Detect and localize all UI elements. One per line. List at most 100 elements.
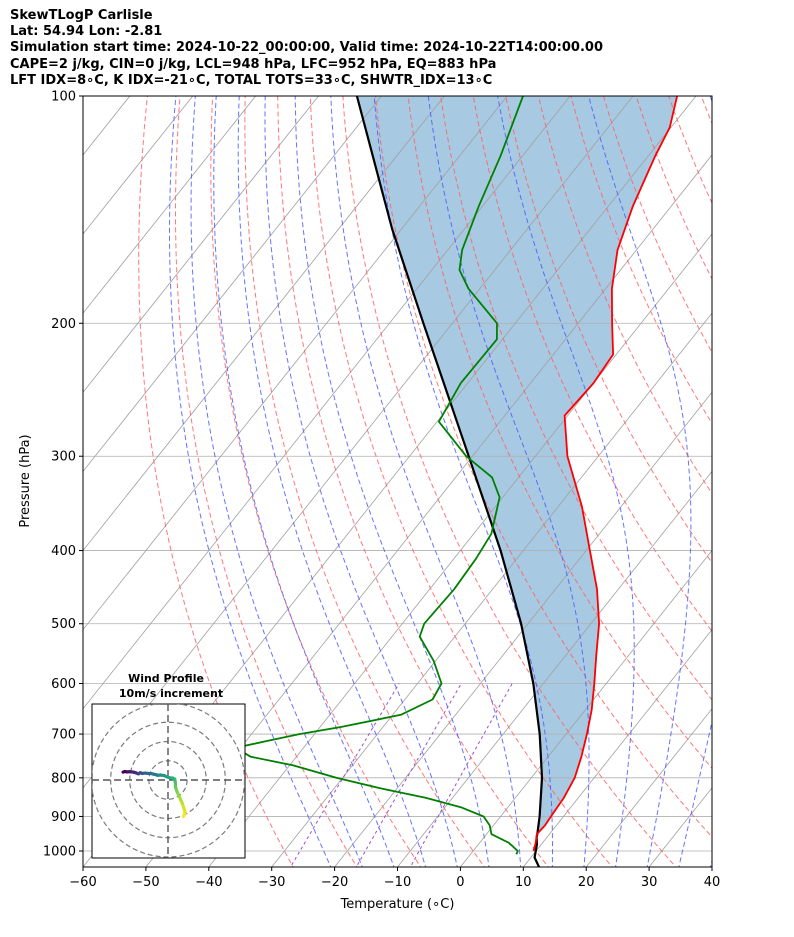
- hodograph-ring: [92, 704, 245, 858]
- isotherm-line: [208, 233, 712, 867]
- mixing-ratio-lines: [290, 683, 513, 867]
- wind-barb-flag: [744, 465, 754, 472]
- wind-barb: [711, 477, 753, 507]
- isotherm-line: [772, 79, 794, 870]
- wind-barb-staff: [711, 863, 712, 864]
- wind-barb-staff: [711, 168, 712, 170]
- wind-barb-staff: [711, 824, 712, 826]
- isotherm-line: [459, 549, 712, 867]
- wind-barb-flag: [753, 680, 758, 691]
- wind-barb-flag: [749, 679, 754, 690]
- x-tick-label: −30: [258, 875, 285, 890]
- wind-barb: [711, 706, 758, 717]
- dry-adiabat-line: [472, 96, 712, 633]
- moist-adiabat-line: [330, 96, 522, 867]
- wind-barb-staff: [711, 797, 712, 798]
- inset-content: [92, 704, 245, 858]
- inset-title-1: Wind Profile: [128, 672, 204, 685]
- wind-barb-flag: [742, 803, 745, 815]
- moist-adiabat-line: [294, 96, 490, 867]
- wind-barb-staff: [711, 623, 712, 625]
- dry-adiabat-line: [138, 96, 294, 867]
- x-tick-label: 0: [456, 875, 464, 890]
- wind-barb-flag: [738, 521, 748, 528]
- dry-adiabat-line: [342, 96, 677, 867]
- wind-barb-staff: [711, 833, 712, 835]
- wind-barb-staff: [711, 683, 712, 685]
- dewpoint-profile-line: [234, 96, 524, 855]
- y-axis: 100 200 300 400 500 600 700 800 900 1000: [43, 90, 83, 860]
- wind-barb-staff: [711, 815, 712, 817]
- wind-barb: [712, 745, 757, 757]
- moist-adiabat-line: [264, 96, 458, 867]
- wind-barb: [711, 205, 712, 207]
- moist-adiabat-line: [678, 96, 712, 867]
- wind-barb-flag: [750, 259, 753, 271]
- isotherm-line: [83, 96, 571, 710]
- wind-barb-staff: [711, 550, 712, 552]
- wind-barb-flag: [735, 461, 740, 465]
- wind-barb-flag: [741, 422, 745, 426]
- x-tick-label: −50: [132, 875, 159, 890]
- x-tick-label: 10: [515, 875, 532, 890]
- dry-adiabat-line: [759, 79, 794, 870]
- y-tick-label: 500: [51, 617, 76, 632]
- wind-barb-flag: [733, 495, 738, 498]
- wind-barb-flag: [740, 828, 742, 834]
- wind-barb: [711, 259, 753, 271]
- wind-barb: [711, 550, 757, 572]
- temperature-profile-line: [532, 96, 678, 852]
- wind-barb-flag: [753, 655, 759, 666]
- wind-barb-staff: [711, 777, 712, 778]
- wind-barb: [711, 154, 752, 170]
- isotherm-line: [83, 96, 445, 552]
- y-tick-label: 100: [51, 90, 76, 105]
- wind-barb: [711, 376, 754, 393]
- wind-barb-flag: [750, 154, 752, 166]
- wind-barb: [711, 679, 758, 691]
- wind-barb-flag: [754, 726, 758, 738]
- wind-barb-flag: [753, 706, 758, 717]
- dry-adiabats: [138, 79, 794, 870]
- y-tick-label: 400: [51, 544, 76, 559]
- wind-barb: [711, 306, 712, 308]
- dry-adiabat-line: [175, 96, 358, 867]
- mixing-ratio-line: [290, 683, 400, 867]
- wind-barbs: [711, 126, 759, 864]
- wind-barb-staff: [711, 709, 712, 711]
- wind-barb-flag: [753, 758, 754, 770]
- wind-barb-flag: [753, 339, 759, 350]
- wind-barb: [711, 839, 740, 864]
- dry-adiabat-line: [244, 96, 486, 867]
- dry-adiabat-line: [727, 79, 794, 870]
- x-axis-label: Temperature (∘C): [340, 897, 455, 912]
- x-tick-label: −40: [195, 875, 222, 890]
- wind-barb: [711, 589, 712, 590]
- wind-barb-flag: [748, 421, 757, 430]
- wind-barb-flag: [741, 563, 745, 567]
- wind-barb: [711, 815, 712, 817]
- wind-barb-flag: [754, 226, 757, 238]
- wind-barb-staff: [711, 589, 712, 590]
- wind-barb: [711, 445, 754, 472]
- wind-barb-flag: [746, 383, 754, 393]
- wind-barb-flag: [742, 501, 753, 507]
- x-tick-label: −10: [384, 875, 411, 890]
- sounding-series: [234, 96, 678, 867]
- wind-barb-flag: [754, 745, 757, 757]
- x-axis: −60 −50 −40 −30 −20 −10 0 10 20 30 40: [69, 867, 720, 890]
- wind-barb-flag: [746, 800, 747, 812]
- dry-adiabat-line: [407, 96, 712, 769]
- x-tick-label: 30: [641, 875, 658, 890]
- wind-barb-flag: [740, 835, 742, 841]
- wind-barb-flag: [748, 563, 757, 572]
- y-tick-label: 800: [51, 771, 76, 786]
- wind-barb-staff: [711, 376, 712, 377]
- wind-barb-flag: [738, 839, 740, 845]
- x-tick-label: 40: [704, 875, 721, 890]
- title-station: SkewTLogP Carlisle: [10, 8, 153, 23]
- y-axis-label: Pressure (hPa): [18, 434, 33, 527]
- hodograph-segment: [121, 769, 127, 774]
- wind-barb-staff: [711, 409, 712, 411]
